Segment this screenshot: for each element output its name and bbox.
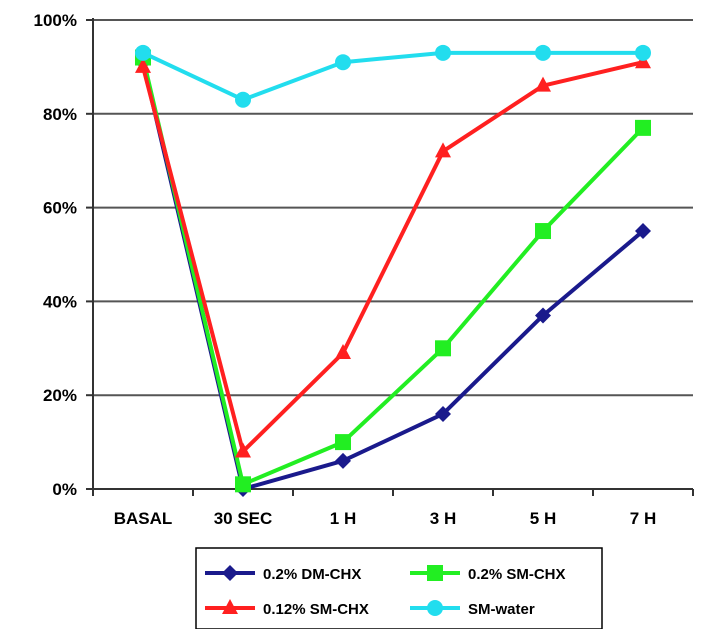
legend-item: 0.12% SM-CHX bbox=[205, 599, 369, 618]
x-tick-label: BASAL bbox=[114, 509, 173, 528]
y-tick-label: 20% bbox=[43, 386, 77, 405]
legend: 0.2% DM-CHX 0.2% SM-CHX 0.12% SM-CHX SM-wat… bbox=[195, 547, 603, 629]
data-point bbox=[535, 307, 551, 324]
x-tick-label: 7 H bbox=[630, 509, 656, 528]
y-tick-label: 40% bbox=[43, 292, 77, 311]
legend-marker bbox=[222, 565, 238, 581]
series-3 bbox=[135, 44, 651, 108]
grid-lines bbox=[93, 19, 693, 397]
data-point bbox=[135, 57, 151, 73]
y-tick-label: 60% bbox=[43, 199, 77, 218]
x-axis-ticks: BASAL 30 SEC 1 H 3 H 5 H 7 H bbox=[92, 489, 694, 528]
x-tick-label: 3 H bbox=[430, 509, 456, 528]
y-tick-label: 0% bbox=[52, 480, 77, 499]
x-tick-label: 1 H bbox=[330, 509, 356, 528]
data-point bbox=[235, 91, 251, 108]
legend-label: 0.2% SM-CHX bbox=[468, 566, 566, 583]
x-tick-label: 30 SEC bbox=[214, 509, 273, 528]
y-tick-label: 80% bbox=[43, 105, 77, 124]
legend-label: 0.12% SM-CHX bbox=[263, 601, 369, 618]
data-point bbox=[535, 76, 551, 92]
data-point bbox=[535, 223, 551, 240]
data-point bbox=[435, 405, 451, 422]
series-group bbox=[135, 44, 651, 497]
series-0 bbox=[135, 54, 651, 497]
data-point bbox=[335, 452, 351, 469]
series-line bbox=[141, 57, 645, 487]
legend-item: 0.2% SM-CHX bbox=[410, 565, 566, 583]
series-line bbox=[141, 60, 644, 454]
y-tick-label: 100% bbox=[34, 11, 77, 30]
data-point bbox=[235, 442, 251, 458]
series-1 bbox=[135, 49, 651, 493]
data-point bbox=[235, 476, 251, 493]
data-point bbox=[135, 44, 151, 61]
legend-item: SM-water bbox=[410, 600, 535, 618]
data-point bbox=[335, 434, 351, 451]
legend-marker bbox=[427, 565, 443, 581]
series-2 bbox=[135, 53, 651, 458]
y-axis-ticks: 0% 20% 40% 60% 80% 100% bbox=[34, 11, 93, 499]
data-point bbox=[635, 223, 651, 240]
x-tick-label: 5 H bbox=[530, 509, 556, 528]
legend-label: SM-water bbox=[468, 601, 535, 618]
data-point bbox=[535, 44, 551, 61]
legend-marker bbox=[427, 600, 443, 616]
data-point bbox=[635, 119, 651, 136]
series-line bbox=[141, 61, 645, 491]
data-point bbox=[635, 44, 651, 61]
data-point bbox=[435, 340, 451, 357]
data-point bbox=[435, 142, 451, 158]
legend-item: 0.2% DM-CHX bbox=[205, 565, 361, 583]
legend-marker bbox=[222, 599, 238, 614]
data-point bbox=[335, 54, 351, 71]
data-point bbox=[435, 44, 451, 61]
data-point bbox=[335, 343, 351, 359]
series-line bbox=[142, 50, 643, 102]
legend-label: 0.2% DM-CHX bbox=[263, 566, 361, 583]
legend-box bbox=[195, 547, 603, 629]
